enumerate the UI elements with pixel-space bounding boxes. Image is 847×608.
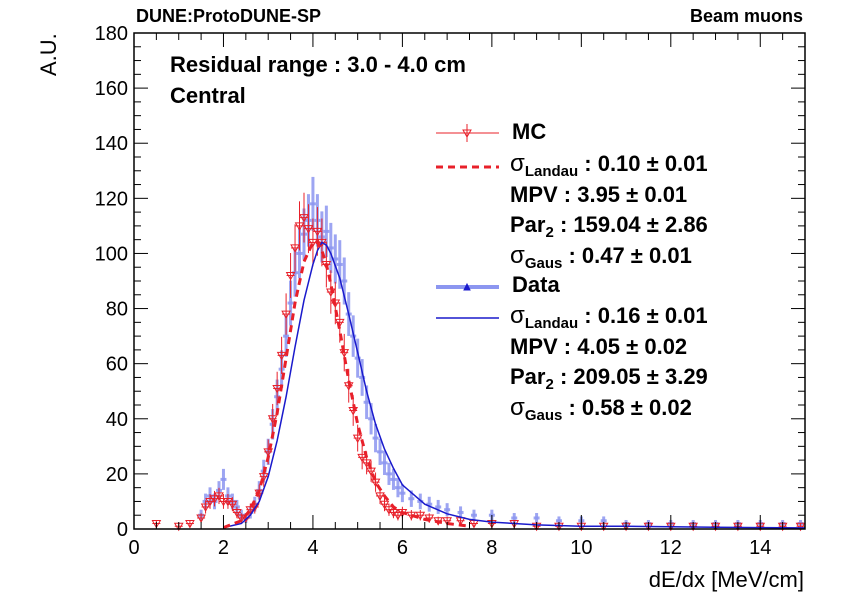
mc-point (352, 434, 363, 444)
legend-markers (436, 124, 499, 319)
mc-point (290, 244, 300, 253)
x-tick-label: 8 (486, 537, 497, 559)
mc-point (281, 310, 291, 320)
mc-fit-curve (222, 240, 470, 529)
mc-point (267, 415, 278, 424)
legend-data-marker (463, 282, 471, 291)
par-prefix: Par (510, 212, 546, 237)
sigma-symbol: σ (510, 394, 525, 421)
legend-mc-par2: Par2 : 159.04 ± 2.86 (510, 212, 708, 241)
mc-point (393, 511, 403, 521)
x-tick-label: 6 (397, 537, 408, 559)
mc-point (232, 508, 242, 518)
legend-data-par2: Par2 : 209.05 ± 3.29 (510, 364, 708, 393)
sub-gaus: Gaus (524, 407, 563, 424)
mc-point (379, 500, 390, 510)
legend-mc-marker (462, 129, 472, 139)
mc-point (442, 517, 452, 526)
y-tick-label: 20 (106, 464, 128, 486)
y-tick-label: 0 (117, 519, 128, 541)
residual-range-label: Residual range : 3.0 - 4.0 cm (170, 52, 466, 77)
mc-point (227, 500, 238, 510)
legend-mc-sigma-gaus: σGaus : 0.47 ± 0.01 (510, 242, 692, 272)
sample-label: Beam muons (689, 6, 803, 26)
mc-point (258, 473, 269, 482)
experiment-label: DUNE:ProtoDUNE-SP (136, 6, 322, 26)
sigma-landau-value: : 0.16 ± 0.01 (578, 303, 708, 328)
legend-mc-mpv: MPV : 3.95 ± 0.01 (510, 182, 688, 207)
x-tick-label: 12 (660, 537, 682, 559)
x-tick-label: 4 (307, 537, 318, 559)
legend-data-mpv: MPV : 4.05 ± 0.02 (510, 334, 688, 359)
sigma-symbol: σ (510, 242, 525, 269)
legend-mc-sigma-landau: σLandau : 0.10 ± 0.01 (510, 150, 708, 180)
mc-series (151, 192, 806, 532)
legend-mc-label: MC (512, 119, 547, 144)
mc-point (276, 351, 287, 361)
sigma-landau-value: : 0.10 ± 0.01 (578, 151, 708, 176)
y-tick-label: 160 (95, 78, 128, 100)
x-axis-title: dE/dx [MeV/cm] (648, 567, 804, 592)
sigma-symbol: σ (510, 150, 525, 177)
par-sub: 2 (545, 376, 554, 393)
mc-point (384, 506, 394, 515)
mc-point (312, 227, 323, 237)
mc-point (196, 514, 206, 523)
mc-point (151, 519, 162, 529)
par-prefix: Par (510, 364, 546, 389)
par-value: : 159.04 ± 2.86 (553, 212, 708, 237)
y-axis-title: A.U. (36, 33, 61, 76)
mc-point (388, 508, 399, 518)
x-tick-label: 0 (128, 537, 139, 559)
par-sub: 2 (545, 224, 554, 241)
sub-landau: Landau (524, 315, 579, 332)
y-tick-label: 100 (95, 243, 128, 265)
mc-point (795, 522, 806, 532)
sub-gaus: Gaus (524, 255, 563, 272)
sigma-symbol: σ (510, 302, 525, 329)
legend-data-sigma-gaus: σGaus : 0.58 ± 0.02 (510, 394, 692, 424)
x-tick-label: 14 (749, 537, 771, 559)
y-tick-label: 180 (95, 23, 128, 45)
mc-point (415, 511, 426, 521)
y-tick-label: 120 (95, 188, 128, 210)
mc-point (357, 453, 368, 463)
mc-point (209, 495, 220, 504)
sub-landau: Landau (524, 163, 579, 180)
data-series (198, 176, 804, 527)
par-value: : 209.05 ± 3.29 (553, 364, 708, 389)
mc-point (214, 492, 224, 501)
mc-point (299, 214, 309, 223)
y-tick-label: 60 (106, 354, 128, 376)
mc-point (375, 492, 385, 501)
y-tick-label: 40 (106, 409, 128, 431)
mc-point (285, 271, 296, 281)
mc-point (303, 225, 314, 234)
mc-point (321, 260, 332, 270)
legend-data-sigma-landau: σLandau : 0.16 ± 0.01 (510, 302, 708, 332)
y-tick-label: 80 (106, 299, 128, 321)
mc-point (200, 503, 211, 512)
sigma-gaus-value: : 0.58 ± 0.02 (562, 395, 692, 420)
x-tick-label: 10 (570, 537, 592, 559)
y-tick-label: 140 (95, 133, 128, 155)
x-tick-label: 2 (218, 537, 229, 559)
mc-point (263, 448, 274, 457)
mc-point (185, 519, 195, 529)
legend-data-label: Data (512, 272, 560, 297)
mc-point (205, 497, 215, 507)
mc-point (294, 222, 305, 231)
mc-point (272, 384, 283, 394)
sigma-gaus-value: : 0.47 ± 0.01 (562, 243, 692, 268)
data-fit-curve (223, 241, 806, 529)
fit-curves (222, 240, 806, 529)
mc-point (308, 238, 318, 248)
mc-point (223, 497, 233, 507)
region-label: Central (170, 83, 246, 108)
